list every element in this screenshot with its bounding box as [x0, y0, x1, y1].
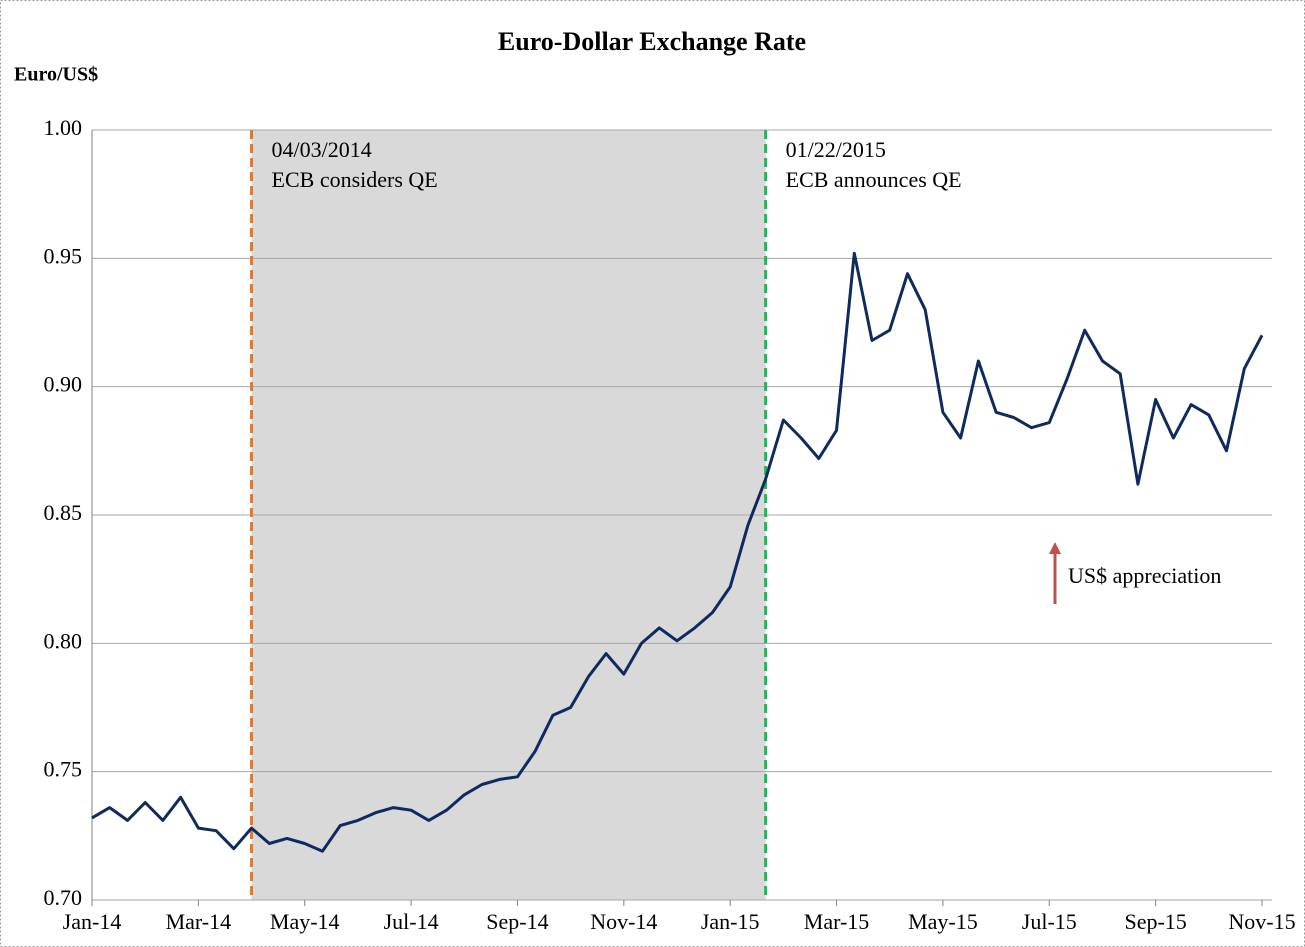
x-tick-label: Sep-14: [486, 909, 548, 934]
event-text: ECB considers QE: [272, 167, 438, 192]
y-tick-label: 1.00: [44, 115, 83, 140]
x-tick-label: May-15: [908, 909, 978, 934]
data-line: [91, 251, 1264, 853]
event-date: 04/03/2014: [272, 137, 372, 162]
x-tick-label: Nov-15: [1228, 909, 1295, 934]
x-tick-label: Jul-15: [1022, 909, 1077, 934]
x-tick-label: Mar-15: [804, 909, 870, 934]
event-text: ECB announces QE: [786, 167, 962, 192]
x-tick-label: Jan-14: [63, 909, 122, 934]
y-tick-label: 0.75: [44, 757, 83, 782]
x-tick-label: Jul-14: [384, 909, 439, 934]
x-tick-label: May-14: [270, 909, 340, 934]
y-tick-label: 0.85: [44, 500, 83, 525]
y-axis-label: Euro/US$: [14, 64, 98, 86]
chart-title: Euro-Dollar Exchange Rate: [498, 27, 806, 56]
event-date: 01/22/2015: [786, 137, 886, 162]
y-tick-label: 0.95: [44, 243, 83, 268]
x-tick-label: Sep-15: [1124, 909, 1186, 934]
x-tick-label: Mar-14: [166, 909, 232, 934]
y-tick-label: 0.80: [44, 628, 83, 653]
y-tick-label: 0.90: [44, 372, 83, 397]
note-text: US$ appreciation: [1068, 563, 1221, 588]
note-arrowhead: [1049, 542, 1061, 554]
y-tick-label: 0.70: [44, 885, 83, 910]
x-tick-label: Nov-14: [590, 909, 657, 934]
x-tick-label: Jan-15: [701, 909, 760, 934]
